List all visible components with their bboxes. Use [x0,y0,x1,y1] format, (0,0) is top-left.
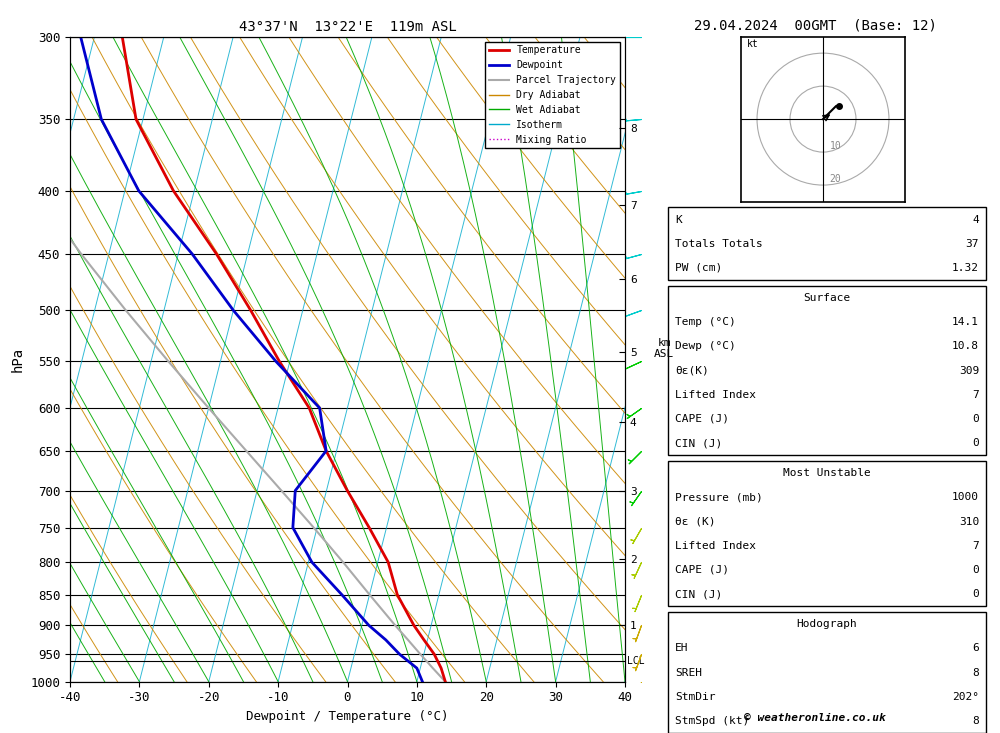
Text: Temp (°C): Temp (°C) [675,317,736,327]
Text: 0: 0 [972,438,979,448]
Text: 37: 37 [966,239,979,248]
Text: 8: 8 [972,716,979,726]
Text: Lifted Index: Lifted Index [675,390,756,399]
Text: K: K [675,215,682,224]
Text: StmSpd (kt): StmSpd (kt) [675,716,749,726]
Text: Most Unstable: Most Unstable [783,468,871,478]
Text: 10: 10 [830,141,841,151]
Text: 202°: 202° [952,692,979,701]
Title: 43°37'N  13°22'E  119m ASL: 43°37'N 13°22'E 119m ASL [239,20,456,34]
Text: Hodograph: Hodograph [797,619,857,629]
Text: 14.1: 14.1 [952,317,979,327]
Text: CIN (J): CIN (J) [675,438,722,448]
Text: Totals Totals: Totals Totals [675,239,763,248]
Text: 10.8: 10.8 [952,342,979,351]
Text: 7: 7 [972,390,979,399]
X-axis label: Dewpoint / Temperature (°C): Dewpoint / Temperature (°C) [246,710,449,723]
Text: kt: kt [747,39,759,48]
Text: Surface: Surface [803,293,851,303]
Y-axis label: hPa: hPa [11,347,25,372]
Text: 29.04.2024  00GMT  (Base: 12): 29.04.2024 00GMT (Base: 12) [694,18,936,32]
Text: 4: 4 [972,215,979,224]
Text: Dewp (°C): Dewp (°C) [675,342,736,351]
Text: SREH: SREH [675,668,702,677]
Text: Pressure (mb): Pressure (mb) [675,493,763,502]
Text: 1.32: 1.32 [952,263,979,273]
Text: CAPE (J): CAPE (J) [675,414,729,424]
Text: 7: 7 [972,541,979,550]
Text: 0: 0 [972,589,979,599]
Text: LCL: LCL [627,656,645,666]
Text: θε (K): θε (K) [675,517,716,526]
Y-axis label: km
ASL: km ASL [654,338,675,359]
Text: CAPE (J): CAPE (J) [675,565,729,575]
Text: 0: 0 [972,414,979,424]
Text: 310: 310 [959,517,979,526]
Text: StmDir: StmDir [675,692,716,701]
Text: 309: 309 [959,366,979,375]
Legend: Temperature, Dewpoint, Parcel Trajectory, Dry Adiabat, Wet Adiabat, Isotherm, Mi: Temperature, Dewpoint, Parcel Trajectory… [485,42,620,149]
Text: 6: 6 [972,644,979,653]
Text: 0: 0 [972,565,979,575]
Text: 8: 8 [972,668,979,677]
Text: PW (cm): PW (cm) [675,263,722,273]
Text: © weatheronline.co.uk: © weatheronline.co.uk [744,713,886,723]
Text: θε(K): θε(K) [675,366,709,375]
Text: EH: EH [675,644,688,653]
Text: 20: 20 [830,174,841,184]
Text: CIN (J): CIN (J) [675,589,722,599]
Text: 1000: 1000 [952,493,979,502]
Text: Lifted Index: Lifted Index [675,541,756,550]
